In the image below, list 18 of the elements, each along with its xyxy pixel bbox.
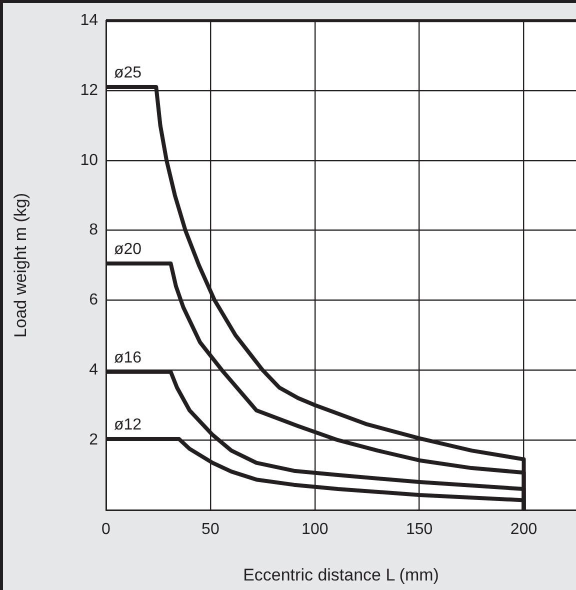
y-tick-label: 14 (80, 12, 98, 30)
x-tick-label: 100 (302, 521, 328, 538)
series-label: ø20 (114, 240, 142, 258)
y-tick-label: 6 (89, 292, 98, 309)
x-tick-label: 150 (406, 521, 433, 538)
x-tick-label: 0 (102, 521, 111, 538)
y-axis-title: Load weight m (kg) (10, 193, 30, 338)
y-tick-label: 10 (80, 152, 98, 169)
x-axis-title: Eccentric distance L (mm) (243, 565, 439, 584)
y-tick-label: 12 (80, 82, 98, 99)
series-label: ø25 (114, 64, 142, 82)
x-tick-label: 50 (202, 521, 220, 538)
y-tick-label: 8 (89, 222, 98, 239)
series-label: ø16 (114, 349, 142, 366)
series-label: ø12 (114, 416, 142, 434)
y-tick-label: 4 (89, 362, 98, 379)
y-tick-label: 2 (89, 431, 98, 448)
x-tick-label: 200 (510, 521, 538, 538)
